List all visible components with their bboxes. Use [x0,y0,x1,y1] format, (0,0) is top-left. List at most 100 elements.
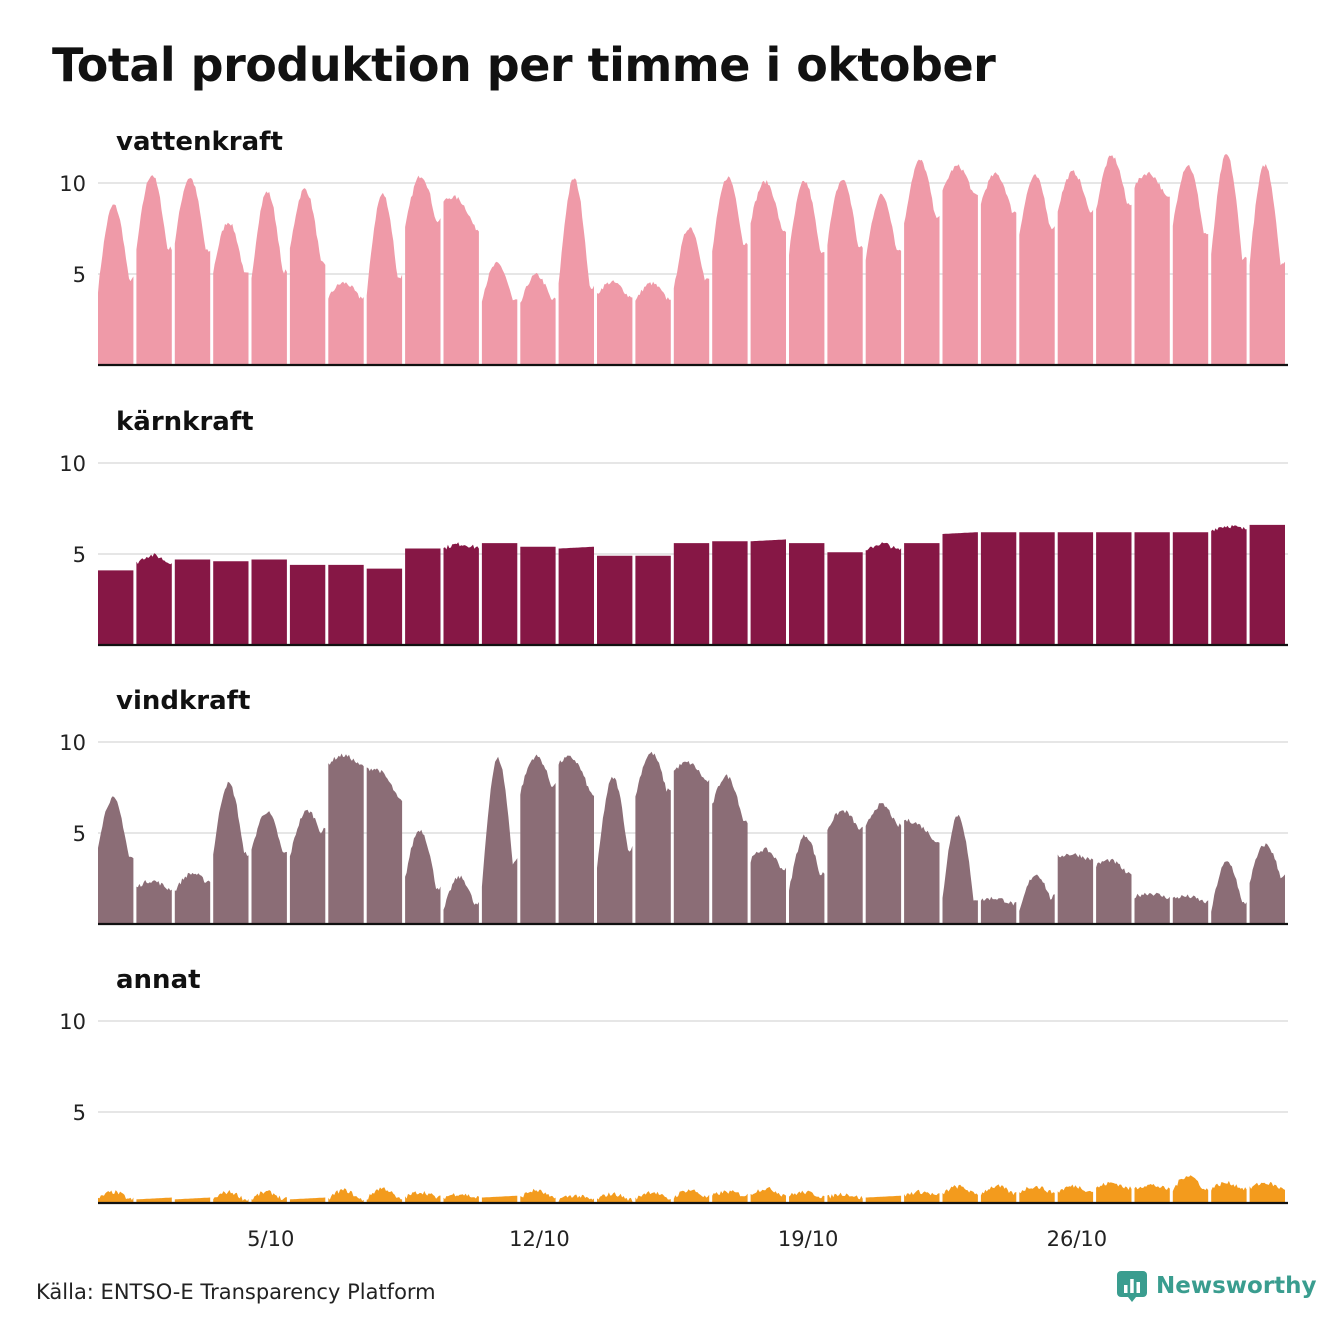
area-day-27 [1096,155,1132,365]
area-day-29 [1172,164,1209,365]
area-day-8 [366,1187,403,1203]
panel-title-4: annat [116,965,201,995]
area-day-25 [1019,1185,1055,1203]
area-day-18 [750,1187,786,1203]
area-day-30 [1211,861,1247,924]
area-day-28 [1134,532,1170,645]
area-day-3 [174,559,211,645]
area-day-29 [1172,894,1209,924]
area-day-27 [1096,1181,1132,1203]
area-day-30 [1211,1180,1247,1203]
area-day-31 [1249,524,1285,645]
area-day-22 [904,543,940,645]
area-day-20 [827,179,863,365]
area-day-2 [136,1197,172,1203]
area-day-17 [712,1190,748,1203]
area-day-23 [942,532,978,645]
area-day-13 [558,1194,594,1203]
area-day-3 [174,178,211,365]
area-day-27 [1096,858,1132,924]
area-day-29 [1172,532,1209,645]
y-tick-label: 5 [73,543,86,567]
area-day-3 [174,1197,211,1203]
area-day-14 [597,1192,633,1203]
area-day-9 [405,175,441,365]
area-day-9 [405,548,441,645]
area-day-29 [1172,1175,1209,1203]
area-day-17 [712,541,748,645]
area-day-3 [174,872,211,924]
area-day-10 [443,875,479,924]
area-day-9 [405,829,441,924]
area-day-24 [980,532,1017,645]
area-day-21 [865,542,902,645]
area-day-23 [942,1184,978,1203]
area-day-30 [1211,154,1247,365]
area-day-31 [1249,164,1285,365]
area-day-7 [328,1188,364,1203]
area-day-7 [328,753,364,924]
x-tick-label: 26/10 [1047,1227,1108,1251]
area-day-7 [328,281,364,365]
area-day-1 [98,796,134,924]
area-day-22 [904,818,940,924]
area-day-20 [827,810,863,924]
area-day-8 [366,767,403,924]
area-day-4 [213,1190,249,1203]
area-day-6 [289,564,326,645]
area-day-24 [980,1184,1017,1203]
area-day-12 [520,546,556,645]
area-day-18 [750,539,786,645]
area-day-6 [289,809,326,924]
area-day-1 [98,1190,134,1203]
panel-1: 5 10 vattenkraft [59,127,1288,367]
area-day-14 [597,555,633,645]
panel-title-3: vindkraft [116,686,250,716]
area-day-12 [520,1188,556,1203]
small-multiples-chart: 5 10 vattenkraft 5 10 kärnkraft 5 10 vindkraft 5 1… [59,127,1288,1251]
area-day-21 [865,193,902,365]
area-day-16 [673,761,710,924]
panel-title-1: vattenkraft [116,127,283,157]
area-day-19 [789,543,825,645]
y-tick-label: 10 [59,731,86,755]
area-day-13 [558,755,594,924]
area-day-28 [1134,171,1170,365]
area-day-1 [98,570,134,645]
area-day-7 [328,564,364,645]
y-tick-label: 5 [73,263,86,287]
area-day-15 [635,281,671,365]
x-tick-label: 5/10 [247,1227,294,1251]
area-day-19 [789,180,825,365]
area-day-24 [980,172,1017,365]
area-day-12 [520,754,556,924]
area-day-20 [827,1192,863,1203]
y-tick-label: 5 [73,822,86,846]
area-day-26 [1057,853,1094,924]
area-day-9 [405,1191,441,1203]
area-day-31 [1249,843,1285,924]
area-day-10 [443,195,479,365]
area-day-17 [712,176,748,365]
area-day-6 [289,1197,326,1203]
area-day-4 [213,222,249,365]
area-day-22 [904,1189,940,1203]
area-day-13 [558,546,594,645]
area-day-5 [251,811,287,924]
panel-3: 5 10 vindkraft [59,686,1288,926]
y-tick-label: 10 [59,172,86,196]
area-day-28 [1134,1184,1170,1203]
area-day-27 [1096,532,1132,645]
area-day-26 [1057,1184,1094,1203]
area-day-23 [942,164,978,365]
area-day-5 [251,559,287,645]
x-tick-label: 19/10 [778,1227,839,1251]
area-day-31 [1249,1182,1285,1203]
area-day-2 [136,175,172,365]
area-day-26 [1057,532,1094,645]
area-day-8 [366,568,403,645]
chart-title: Total produktion per timme i oktober [52,38,996,92]
area-day-5 [251,1190,287,1203]
area-day-28 [1134,892,1170,924]
area-day-25 [1019,874,1055,924]
